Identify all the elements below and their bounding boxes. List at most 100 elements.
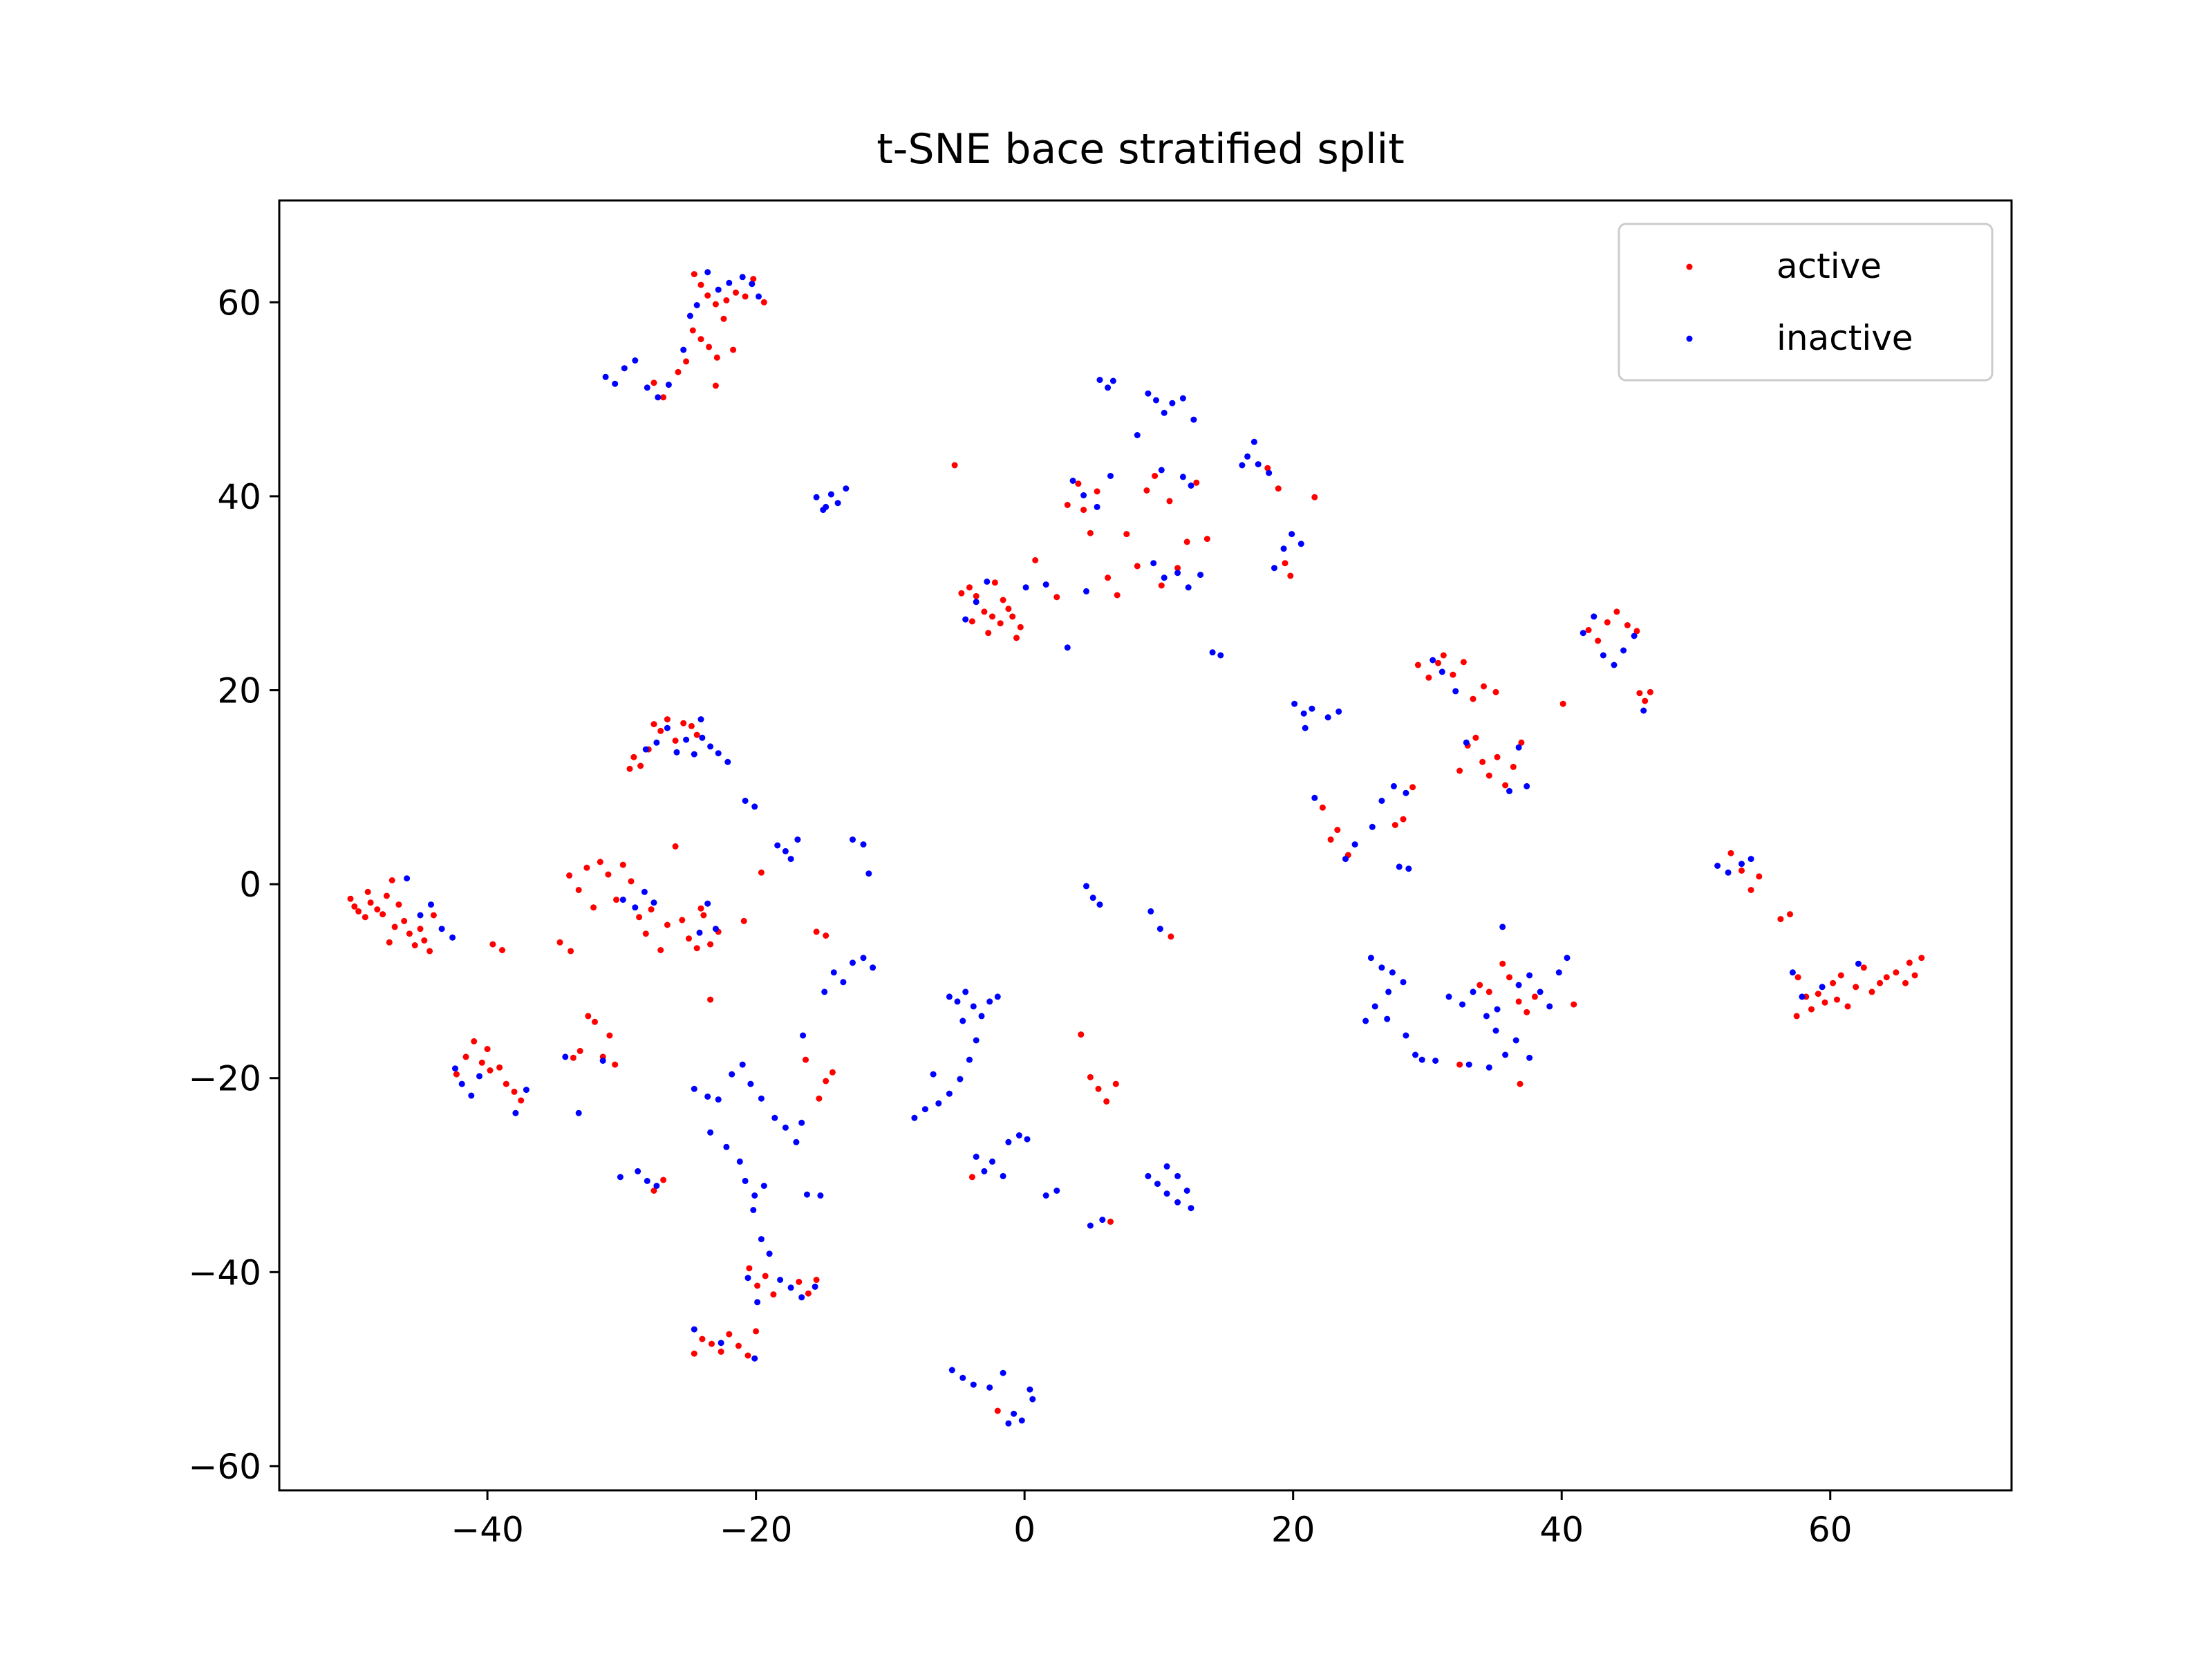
point-inactive xyxy=(691,751,697,758)
point-inactive xyxy=(1053,1188,1060,1194)
point-inactive xyxy=(1302,724,1309,731)
point-active xyxy=(1647,688,1653,695)
point-active xyxy=(347,895,354,902)
point-inactive xyxy=(1209,649,1216,656)
point-inactive xyxy=(1179,474,1186,480)
point-inactive xyxy=(1465,1061,1472,1068)
point-inactive xyxy=(729,1071,735,1078)
point-active xyxy=(642,930,649,937)
point-inactive xyxy=(621,365,628,372)
point-inactive xyxy=(1011,1410,1018,1417)
point-active xyxy=(462,1053,469,1060)
point-inactive xyxy=(860,955,867,962)
point-active xyxy=(1481,683,1487,690)
point-active xyxy=(1203,536,1210,543)
point-inactive xyxy=(1483,1013,1490,1020)
point-inactive xyxy=(404,875,411,882)
point-active xyxy=(1747,887,1754,893)
point-active xyxy=(1105,574,1112,581)
point-inactive xyxy=(1107,473,1114,479)
point-active xyxy=(1727,850,1734,856)
point-active xyxy=(1502,782,1509,789)
point-inactive xyxy=(696,929,703,936)
point-inactive xyxy=(1335,708,1342,715)
plot-area-frame xyxy=(278,199,2013,1492)
y-tick-label: −20 xyxy=(188,1059,261,1099)
point-active xyxy=(568,948,574,955)
point-active xyxy=(1510,763,1517,770)
point-inactive xyxy=(523,1087,529,1094)
point-inactive xyxy=(946,993,953,1000)
point-inactive xyxy=(787,1284,794,1291)
point-active xyxy=(386,939,393,946)
point-active xyxy=(471,1038,478,1044)
point-inactive xyxy=(1018,1417,1025,1424)
point-active xyxy=(735,1342,742,1349)
point-active xyxy=(1078,1031,1085,1038)
point-inactive xyxy=(782,847,789,854)
point-inactive xyxy=(602,373,609,380)
y-tick-label: −40 xyxy=(188,1253,261,1293)
point-active xyxy=(1877,980,1884,986)
point-inactive xyxy=(1438,668,1445,675)
point-inactive xyxy=(1134,432,1141,438)
point-active xyxy=(1275,485,1282,492)
y-tick-label: 20 xyxy=(217,671,261,711)
point-active xyxy=(1134,563,1141,570)
point-inactive xyxy=(948,1367,955,1374)
point-active xyxy=(994,1407,1001,1414)
point-inactive xyxy=(817,1192,824,1199)
point-inactive xyxy=(1494,1006,1501,1013)
point-inactive xyxy=(850,959,856,966)
point-active xyxy=(1524,1009,1530,1015)
point-inactive xyxy=(813,494,820,500)
point-inactive xyxy=(1188,482,1194,489)
point-inactive xyxy=(1280,545,1287,552)
point-inactive xyxy=(921,1106,928,1113)
point-inactive xyxy=(787,856,794,863)
point-inactive xyxy=(1145,390,1152,397)
point-inactive xyxy=(704,900,711,907)
point-active xyxy=(1425,674,1432,681)
point-active xyxy=(686,935,692,942)
point-inactive xyxy=(946,1090,953,1097)
point-active xyxy=(733,289,739,296)
point-inactive xyxy=(1064,644,1071,651)
point-active xyxy=(1787,911,1793,918)
point-inactive xyxy=(724,758,731,765)
point-active xyxy=(628,878,635,885)
point-active xyxy=(691,271,697,278)
point-inactive xyxy=(1537,988,1544,995)
point-inactive xyxy=(1000,1369,1006,1376)
point-inactive xyxy=(1174,570,1181,577)
point-active xyxy=(1287,572,1294,579)
point-inactive xyxy=(1738,861,1745,868)
point-active xyxy=(1094,488,1100,495)
x-tick-label: −40 xyxy=(451,1510,524,1550)
point-inactive xyxy=(1188,1205,1194,1212)
point-active xyxy=(966,584,973,591)
point-inactive xyxy=(742,1177,749,1184)
point-active xyxy=(1624,622,1631,628)
point-active xyxy=(805,1290,812,1297)
point-active xyxy=(606,1032,613,1039)
point-active xyxy=(816,1095,823,1102)
point-active xyxy=(362,914,368,921)
point-active xyxy=(1738,868,1745,874)
point-inactive xyxy=(1555,969,1562,976)
point-inactive xyxy=(758,1095,765,1102)
point-active xyxy=(985,630,992,637)
point-inactive xyxy=(1396,863,1403,870)
point-active xyxy=(679,917,686,924)
legend-marker-inactive xyxy=(1686,335,1693,342)
point-active xyxy=(742,293,749,300)
point-active xyxy=(1009,613,1016,620)
point-inactive xyxy=(1631,632,1638,639)
point-active xyxy=(1391,822,1398,828)
point-inactive xyxy=(1158,467,1165,474)
point-active xyxy=(1112,1080,1119,1087)
point-active xyxy=(688,722,695,729)
point-active xyxy=(417,926,424,932)
point-active xyxy=(1595,637,1602,644)
legend-box xyxy=(1618,223,1994,382)
